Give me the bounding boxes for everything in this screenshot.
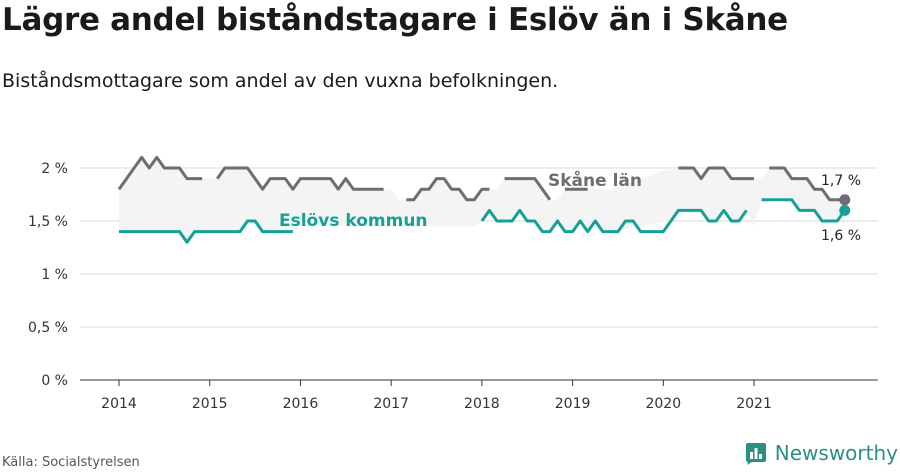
x-tick-label: 2020 <box>645 396 681 412</box>
x-tick-label: 2021 <box>736 396 772 412</box>
band-area <box>119 157 845 243</box>
chart-title: Lägre andel biståndstagare i Eslöv än i … <box>2 2 788 38</box>
x-tick-label: 2019 <box>555 396 591 412</box>
end-label-eslov: 1,6 % <box>821 228 861 244</box>
brand-name: Newsworthy <box>774 441 898 465</box>
series-line-eslov <box>119 198 847 244</box>
x-tick-label: 2015 <box>192 396 228 412</box>
y-tick-label: 0,5 % <box>28 320 68 336</box>
series-label-eslov: Eslövs kommun <box>279 211 428 231</box>
y-tick-label: 1 % <box>41 267 68 283</box>
y-tick-label: 0 % <box>41 373 68 389</box>
brand-logo[interactable]: Newsworthy <box>744 441 898 465</box>
newsworthy-icon <box>745 443 766 465</box>
y-tick-label: 1,5 % <box>28 214 68 230</box>
y-tick-label: 2 % <box>41 161 68 177</box>
chart-subtitle: Biståndsmottagare som andel av den vuxna… <box>2 70 559 92</box>
end-point-eslov <box>839 204 851 216</box>
end-label-skane: 1,7 % <box>821 173 861 189</box>
source-note: Källa: Socialstyrelsen <box>2 455 140 470</box>
series-label-skane: Skåne län <box>548 169 642 191</box>
x-tick-label: 2017 <box>373 396 409 412</box>
x-tick-label: 2014 <box>101 396 137 412</box>
x-tick-label: 2018 <box>464 396 500 412</box>
series-line-skane <box>117 155 845 202</box>
x-tick-label: 2016 <box>283 396 319 412</box>
end-point-skane <box>839 194 851 206</box>
